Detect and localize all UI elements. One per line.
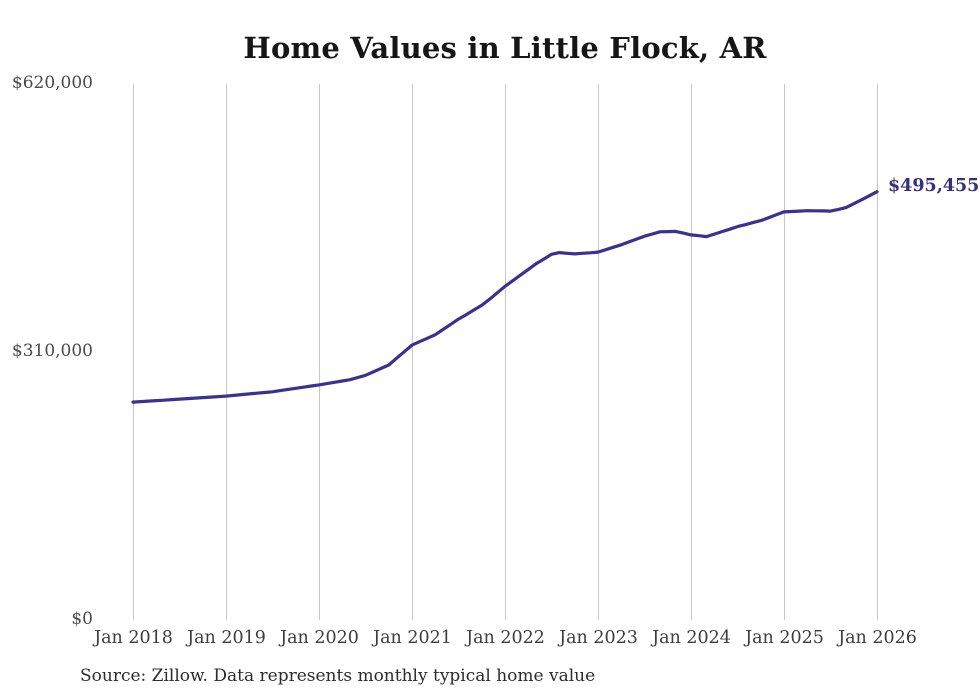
y-axis-tick-label: $620,000 (11, 73, 93, 94)
x-axis-tick-label: Jan 2023 (559, 628, 638, 648)
x-axis-tick-label: Jan 2024 (652, 628, 731, 648)
y-axis-tick-label: $310,000 (11, 341, 93, 362)
x-axis-tick-label: Jan 2020 (280, 628, 359, 648)
x-axis-tick-label: Jan 2019 (187, 628, 266, 648)
x-axis-tick-label: Jan 2018 (94, 628, 173, 648)
chart-title: Home Values in Little Flock, AR (243, 31, 767, 65)
x-axis-tick-label: Jan 2022 (466, 628, 545, 648)
x-axis-tick-label: Jan 2026 (838, 628, 917, 648)
source-note: Source: Zillow. Data represents monthly … (80, 666, 596, 686)
x-axis-tick-label: Jan 2021 (373, 628, 452, 648)
y-axis-tick-label: $0 (71, 609, 93, 630)
x-axis-tick-label: Jan 2025 (745, 628, 824, 648)
home-value-line (131, 190, 879, 404)
end-value-label: $495,455 (888, 175, 980, 196)
